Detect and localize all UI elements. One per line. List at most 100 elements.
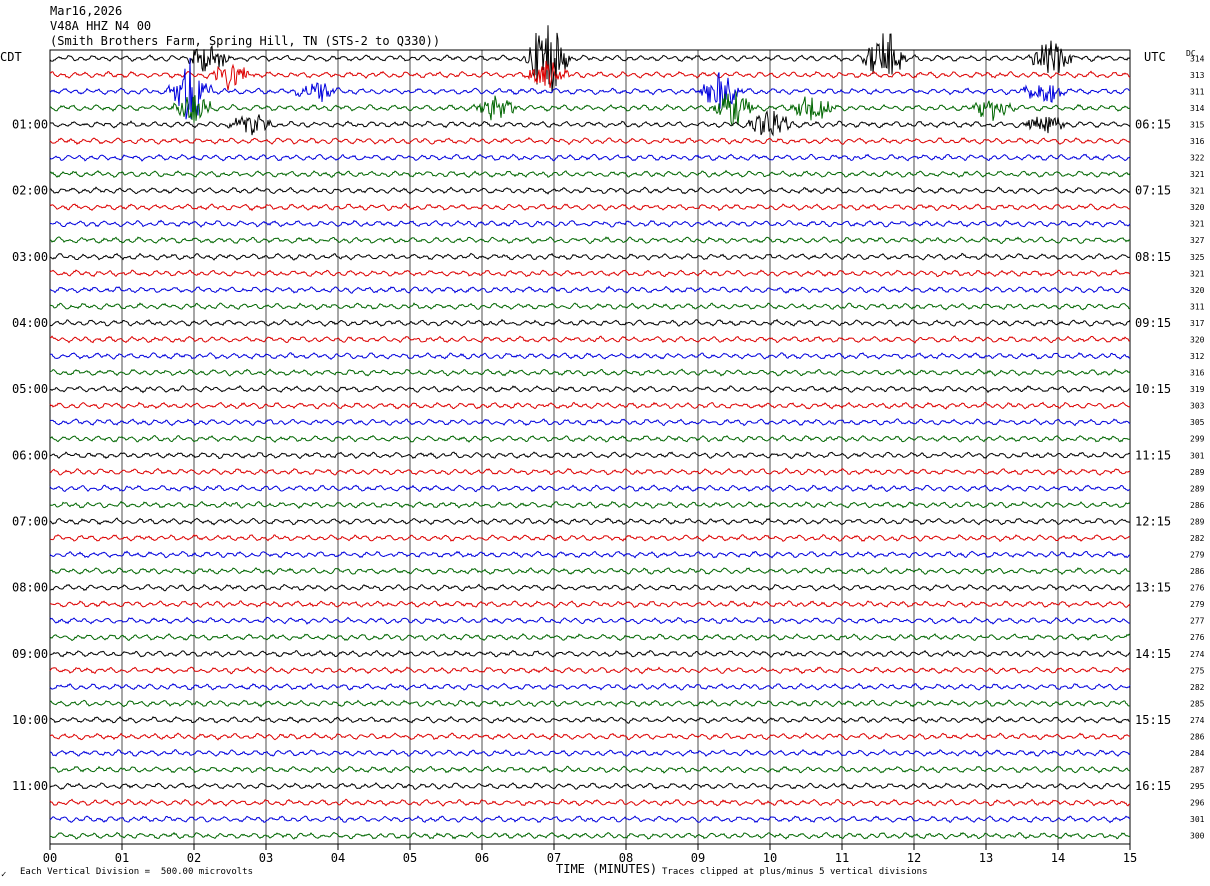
dc-offset-label: 316 <box>1190 369 1205 378</box>
trace-row-16 <box>49 318 1131 327</box>
dc-offset-label: 314 <box>1190 54 1205 63</box>
dc-offset-label: 295 <box>1190 782 1205 791</box>
trace-row-44 <box>49 782 1131 790</box>
dc-offset-label: 301 <box>1190 451 1205 460</box>
x-tick-label: 08 <box>619 851 633 865</box>
cdt-hour-label: 04:00 <box>12 316 48 330</box>
trace-row-29 <box>49 534 1131 542</box>
trace-row-38 <box>49 682 1131 691</box>
trace-row-36 <box>49 649 1131 658</box>
dc-offset-label: 322 <box>1190 154 1205 163</box>
vertical-division-note: Each Vertical Division = 500.00 microvol… <box>20 867 253 877</box>
trace-row-28 <box>49 517 1131 526</box>
dc-offset-label: 282 <box>1190 534 1205 543</box>
utc-hour-label: 09:15 <box>1135 316 1171 330</box>
dc-offset-label: 282 <box>1190 683 1205 692</box>
x-tick-label: 04 <box>331 851 345 865</box>
x-tick-label: 00 <box>43 851 57 865</box>
trace-row-20 <box>49 384 1131 394</box>
dc-offset-label: 277 <box>1190 617 1205 626</box>
dc-offset-label: 279 <box>1190 600 1205 609</box>
x-tick-label: 14 <box>1051 851 1065 865</box>
x-tick-label: 09 <box>691 851 705 865</box>
x-tick-label: 11 <box>835 851 849 865</box>
trace-row-7 <box>49 169 1131 179</box>
trace-row-41 <box>50 732 1131 741</box>
utc-hour-label: 12:15 <box>1135 514 1171 528</box>
utc-hour-label: 08:15 <box>1135 250 1171 264</box>
dc-offset-label: 321 <box>1190 187 1205 196</box>
dc-offset-label: 300 <box>1190 832 1205 841</box>
dc-offset-label: 312 <box>1190 352 1205 361</box>
trace-row-32 <box>50 583 1131 592</box>
trace-row-3 <box>49 91 1131 127</box>
x-tick-label: 10 <box>763 851 777 865</box>
trace-row-27 <box>49 500 1131 510</box>
dc-offset-label: 320 <box>1190 335 1205 344</box>
dc-offset-label: 321 <box>1190 220 1205 229</box>
dc-offset-label: 286 <box>1190 567 1205 576</box>
trace-row-11 <box>49 236 1131 245</box>
dc-offset-label: 316 <box>1190 137 1205 146</box>
trace-row-24 <box>49 451 1131 460</box>
cdt-hour-label: 07:00 <box>12 514 48 528</box>
trace-row-14 <box>49 285 1131 294</box>
x-tick-label: 06 <box>475 851 489 865</box>
dc-offset-label: 296 <box>1190 799 1205 808</box>
dc-offset-label: 320 <box>1190 203 1205 212</box>
dc-offset-label: 286 <box>1190 501 1205 510</box>
dc-offset-label: 276 <box>1190 633 1205 642</box>
plot-frame <box>49 49 1131 845</box>
x-axis-title: TIME (MINUTES) <box>556 862 658 876</box>
seismic-traces <box>49 25 1131 840</box>
x-tick-label: 03 <box>259 851 273 865</box>
trace-row-17 <box>50 335 1131 344</box>
x-tick-label: 01 <box>115 851 129 865</box>
trace-row-10 <box>50 219 1131 228</box>
plot-grid <box>49 49 1131 850</box>
dc-offset-label: 314 <box>1190 104 1205 113</box>
trace-row-39 <box>49 699 1131 708</box>
dc-offset-label: 321 <box>1190 269 1205 278</box>
dc-offset-label: 311 <box>1190 302 1205 311</box>
utc-hour-label: 10:15 <box>1135 382 1171 396</box>
trace-row-42 <box>49 748 1131 757</box>
dc-offset-label: 289 <box>1190 484 1205 493</box>
trace-row-40 <box>49 715 1130 724</box>
dc-offset-label: 311 <box>1190 87 1205 96</box>
right-timezone-label: UTC <box>1144 50 1166 64</box>
trace-row-47 <box>49 831 1131 840</box>
dc-offset-label: 286 <box>1190 732 1205 741</box>
dc-offset-label: 313 <box>1190 71 1205 80</box>
dc-offset-label: 315 <box>1190 120 1205 129</box>
trace-row-45 <box>49 798 1131 807</box>
x-tick-label: 12 <box>907 851 921 865</box>
dc-label: DC <box>1186 49 1196 58</box>
x-tick-label: 13 <box>979 851 993 865</box>
x-tick-label: 05 <box>403 851 417 865</box>
trace-row-21 <box>49 401 1131 410</box>
trace-row-6 <box>49 153 1131 162</box>
dc-offset-label: 274 <box>1190 650 1205 659</box>
dc-offset-label: 319 <box>1190 385 1205 394</box>
cdt-hour-label: 06:00 <box>12 448 48 462</box>
trace-row-25 <box>49 467 1131 476</box>
dc-offset-label: 276 <box>1190 584 1205 593</box>
dc-offset-label: 305 <box>1190 418 1205 427</box>
dc-offset-label: 279 <box>1190 551 1205 560</box>
trace-row-22 <box>49 418 1131 427</box>
dc-offset-label: 303 <box>1190 402 1205 411</box>
utc-hour-label: 11:15 <box>1135 448 1171 462</box>
cdt-hour-label: 03:00 <box>12 250 48 264</box>
trace-row-12 <box>49 252 1131 261</box>
trace-row-13 <box>49 269 1131 278</box>
utc-hour-label: 15:15 <box>1135 713 1171 727</box>
dc-offset-label: 299 <box>1190 435 1205 444</box>
trace-row-35 <box>49 633 1131 642</box>
dc-offset-label: 325 <box>1190 253 1205 262</box>
utc-hour-label: 14:15 <box>1135 647 1171 661</box>
cdt-hour-label: 08:00 <box>12 581 48 595</box>
record-date: Mar16,2026 <box>50 4 123 18</box>
trace-row-8 <box>49 186 1131 195</box>
